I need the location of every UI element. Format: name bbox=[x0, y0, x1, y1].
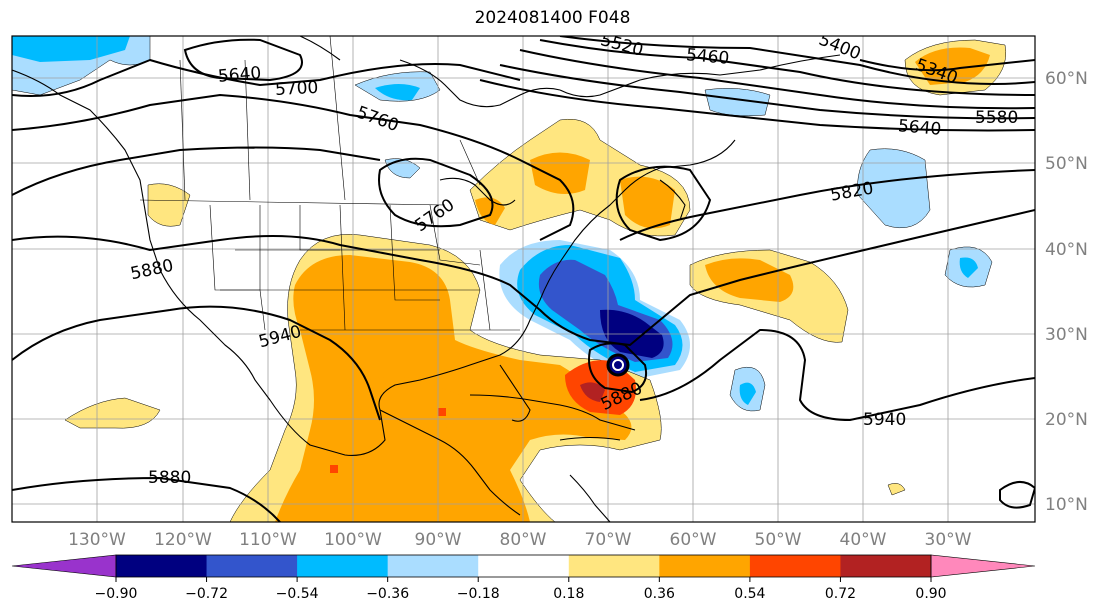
contour-label: 5880 bbox=[148, 468, 191, 488]
contour-5520 bbox=[519, 49, 1035, 110]
colorbar-segment bbox=[297, 555, 389, 577]
anomaly-cyan-atl3 bbox=[739, 382, 756, 405]
lon-label: 130°W bbox=[68, 530, 126, 550]
colorbar-extend-high bbox=[930, 554, 1036, 578]
contour-label: 5880 bbox=[129, 256, 175, 285]
anomaly-red-small2 bbox=[438, 408, 446, 416]
anomaly-orange-gulf bbox=[345, 376, 463, 430]
contour-label: 5760 bbox=[411, 195, 458, 236]
contour-5940-e bbox=[639, 328, 1035, 422]
colorbar-tick-label: 0.36 bbox=[644, 586, 675, 602]
colorbar-tick-label: −0.90 bbox=[95, 586, 138, 602]
contour-pac-low bbox=[999, 481, 1035, 509]
lon-label: 80°W bbox=[500, 530, 547, 550]
lon-label: 70°W bbox=[585, 530, 632, 550]
lon-label: 100°W bbox=[324, 530, 382, 550]
contour-5640-e bbox=[479, 79, 1035, 132]
colorbar-segment bbox=[206, 555, 298, 577]
contour-label: 5760 bbox=[354, 103, 401, 137]
political-borders bbox=[139, 36, 520, 331]
anomaly-cyan-hudson bbox=[375, 84, 420, 101]
anomaly-orange-greenland bbox=[915, 47, 990, 85]
lon-label: 40°W bbox=[840, 530, 887, 550]
lon-label: 50°W bbox=[755, 530, 802, 550]
contour-5580 bbox=[499, 64, 1035, 120]
lon-label: 120°W bbox=[154, 530, 212, 550]
colorbar-segment bbox=[659, 555, 751, 577]
anomaly-darkred-storm bbox=[580, 382, 605, 402]
longitude-labels: 130°W 120°W 110°W 100°W 90°W 80°W 70°W 6… bbox=[68, 530, 972, 550]
lat-label: 20°N bbox=[1045, 410, 1088, 430]
lon-label: 60°W bbox=[670, 530, 717, 550]
lat-label: 10°N bbox=[1045, 495, 1088, 515]
lat-label: 40°N bbox=[1045, 240, 1088, 260]
contour-label: 5640 bbox=[217, 63, 262, 87]
contour-5460 bbox=[539, 39, 1035, 96]
colorbar-tick-label: −0.54 bbox=[276, 586, 319, 602]
map-title: 2024081400 F048 bbox=[474, 8, 631, 28]
anomaly-lightblue-labrador bbox=[704, 88, 771, 117]
storm-marker bbox=[606, 353, 630, 377]
map-frame bbox=[11, 35, 1036, 523]
colorbar: −0.90 −0.72 −0.54 −0.36 −0.18 0.18 0.36 0.54 0.7… bbox=[11, 554, 1036, 602]
colorbar-tick-label: −0.72 bbox=[185, 586, 228, 602]
colorbar-outline bbox=[115, 554, 932, 578]
anomaly-lightblue-atl1 bbox=[857, 148, 931, 229]
height-contours bbox=[12, 36, 1035, 522]
contour-5640-w bbox=[183, 38, 303, 82]
colorbar-tick-label: 0.90 bbox=[915, 586, 946, 602]
contour-label: 5580 bbox=[975, 108, 1018, 128]
anomaly-orange-ne2 bbox=[620, 176, 675, 229]
colorbar-extend-low bbox=[11, 554, 117, 578]
lon-label: 90°W bbox=[415, 530, 462, 550]
anomaly-orange-main bbox=[275, 255, 632, 522]
colorbar-segment bbox=[749, 555, 841, 577]
contour-label: 5940 bbox=[863, 410, 906, 430]
lat-label: 30°N bbox=[1045, 325, 1088, 345]
contour-5820 bbox=[12, 146, 1035, 241]
anomaly-yellow-small bbox=[887, 483, 906, 496]
colorbar-segment bbox=[478, 555, 570, 577]
colorbar-segment bbox=[116, 555, 208, 577]
colorbar-tick-label: 0.18 bbox=[553, 586, 584, 602]
colorbar-segment bbox=[840, 555, 932, 577]
anomaly-yellow-west bbox=[147, 183, 191, 227]
anomaly-red-small bbox=[330, 465, 338, 473]
anomaly-cyan-nw bbox=[12, 36, 130, 62]
coastlines bbox=[12, 36, 841, 522]
anomaly-cyan-atl bbox=[959, 257, 978, 278]
lat-label: 50°N bbox=[1045, 154, 1088, 174]
contour-5880-s bbox=[12, 476, 281, 522]
colorbar-tick-label: 0.72 bbox=[825, 586, 856, 602]
colorbar-segment bbox=[568, 555, 660, 577]
colorbar-tick-label: 0.54 bbox=[734, 586, 765, 602]
contour-5760-s bbox=[378, 157, 494, 228]
contour-5820-cut bbox=[615, 165, 712, 242]
anomaly-yellow-pac bbox=[64, 397, 161, 429]
contour-5880-main bbox=[12, 209, 1035, 347]
contour-5760-n bbox=[12, 93, 575, 241]
colorbar-segment bbox=[387, 555, 479, 577]
contour-label: 5700 bbox=[275, 78, 319, 100]
colorbar-tick-label: −0.36 bbox=[366, 586, 409, 602]
contour-5340 bbox=[859, 59, 1035, 72]
contour-5700 bbox=[12, 58, 521, 97]
anomaly-lightblue-us bbox=[384, 158, 421, 179]
contour-5880-storm bbox=[588, 342, 648, 394]
contour-label: 5640 bbox=[897, 116, 942, 140]
contour-5400 bbox=[559, 36, 1035, 85]
contour-label: 5520 bbox=[598, 30, 645, 61]
colorbar-tick-label: −0.18 bbox=[457, 586, 500, 602]
lon-label: 30°W bbox=[925, 530, 972, 550]
latitude-labels: 60°N 50°N 40°N 30°N 20°N 10°N bbox=[1045, 69, 1088, 515]
map-plot-area: 5340 5400 5460 5520 5580 5640 5640 5700 … bbox=[12, 30, 1035, 522]
lon-label: 110°W bbox=[239, 530, 297, 550]
lat-label: 60°N bbox=[1045, 69, 1088, 89]
contour-5940-w bbox=[12, 305, 381, 421]
contour-label: 5460 bbox=[685, 45, 730, 69]
anomaly-fills bbox=[12, 36, 1007, 522]
anomaly-orange-atl bbox=[705, 258, 794, 302]
